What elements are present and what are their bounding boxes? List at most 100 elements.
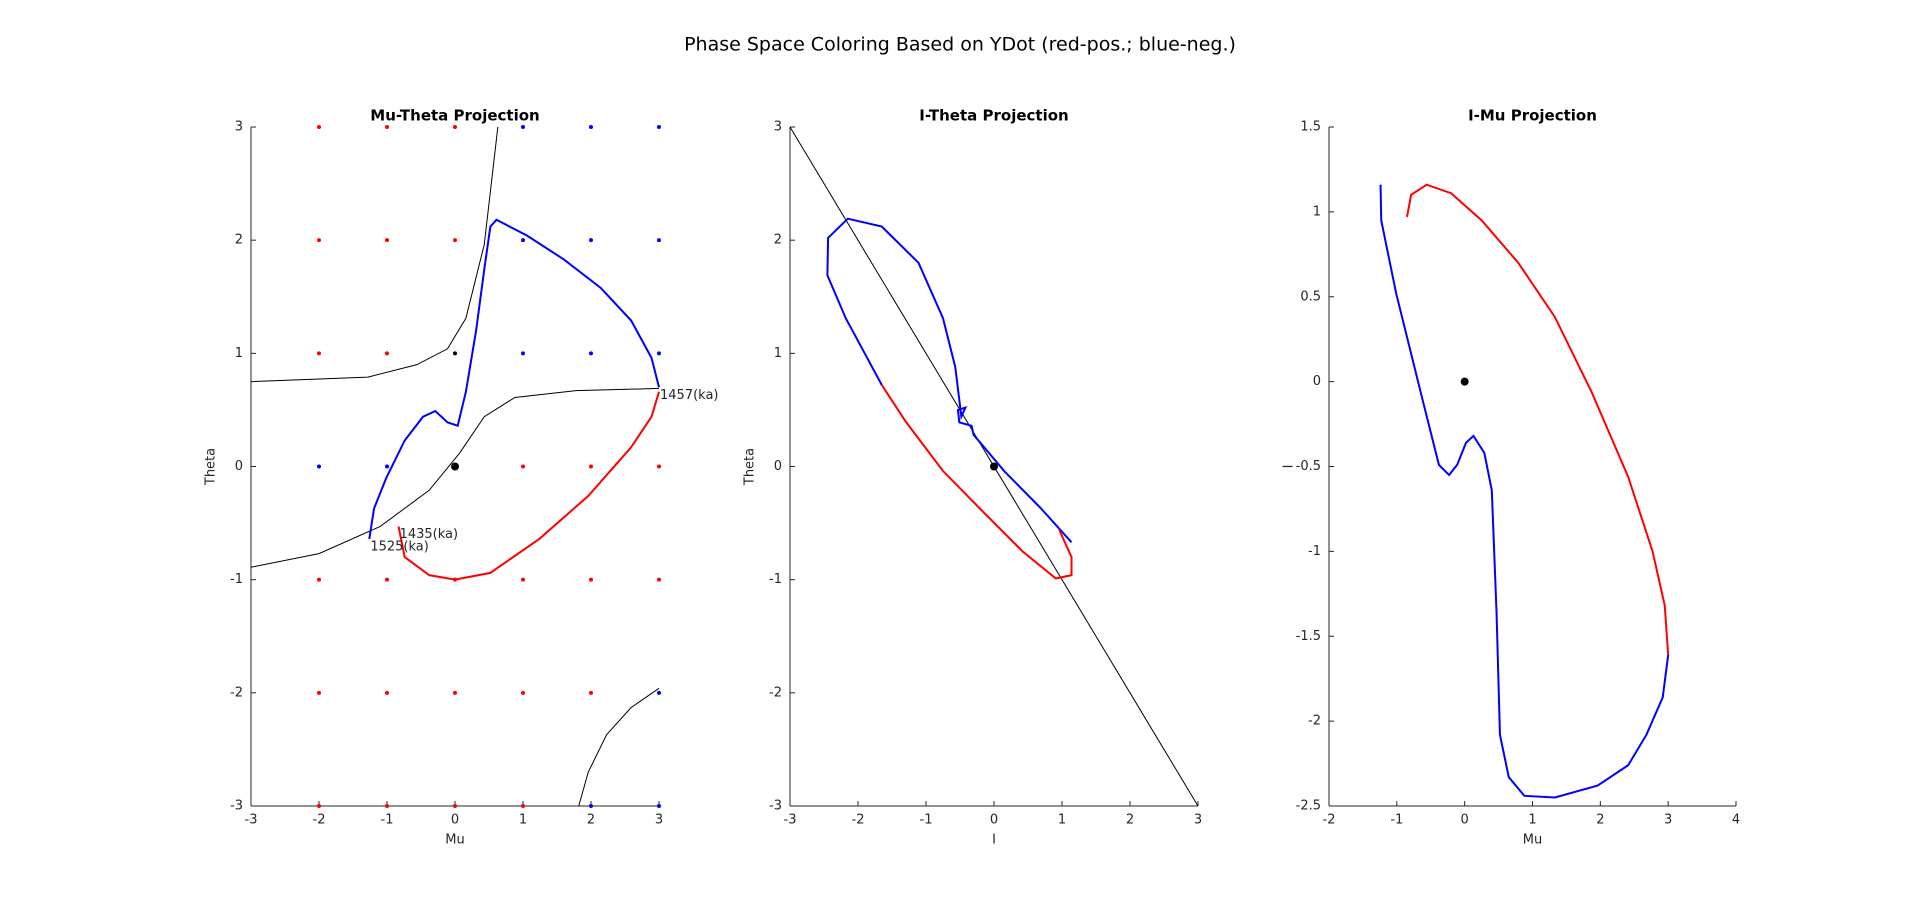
y-tick-label: 3 [774,120,782,135]
annotation: 1525(ka) [370,539,429,554]
grid-point [385,125,389,129]
grid-point [453,690,457,695]
x-tick-label: -2 [313,813,326,828]
x-tick-label: 3 [1194,813,1202,828]
grid-point [657,690,661,695]
y-tick-label: 3 [235,120,243,135]
x-tick-label: -2 [1323,813,1336,828]
equilibrium-point [451,462,459,471]
curve [368,218,660,540]
y-tick-label: 1.5 [1300,120,1321,135]
curve [1379,184,1670,799]
x-tick-label: -1 [1390,813,1403,828]
subplot-title: I-Theta Projection [919,107,1068,125]
grid-point [521,690,525,695]
x-axis-label: I [992,833,996,848]
x-tick-label: 1 [1058,813,1066,828]
x-tick-label: -3 [245,813,258,828]
grid-point [589,464,593,469]
grid-point [589,804,593,808]
y-tick-label: -1 [1308,544,1321,559]
y-tick-label: -2.5 [1296,799,1321,814]
x-tick-label: 2 [1126,813,1134,828]
y-tick-label: -3 [230,799,243,814]
x-tick-label: 3 [1664,813,1672,828]
y-tick-label: 0.5 [1300,289,1321,304]
equilibrium-point [990,462,998,471]
grid-point [317,804,321,808]
subplot-title: Mu-Theta Projection [370,107,539,125]
x-tick-label: 4 [1732,813,1740,828]
subplot: I-Theta Projection I Theta -3 -2 -1 0 1 2 3 -3 -2 -1… [743,107,1203,848]
x-tick-label: 2 [1596,813,1604,828]
x-tick-label: 3 [655,813,663,828]
grid-point [317,577,321,582]
curve [250,126,499,383]
y-tick-label: 1 [1313,204,1321,219]
y-tick-label: -2 [1308,714,1321,729]
curve [578,687,660,807]
y-tick-label: -1.5 [1296,629,1321,644]
x-axis-label: Mu [445,833,464,848]
grid-point [521,804,525,808]
annotation: 1457(ka) [660,388,719,403]
y-tick-label: 0 [774,459,782,474]
y-tick-label: -2 [769,685,782,700]
grid-point [453,238,457,243]
x-tick-label: -1 [920,813,933,828]
curve [880,384,1073,580]
grid-point [521,125,525,129]
curve [826,217,1073,543]
figure-title: Phase Space Coloring Based on YDot (red-… [684,34,1236,56]
grid-point [317,690,321,695]
grid-point [657,238,661,243]
grid-point [385,351,389,356]
grid-point [385,464,389,469]
grid-point [589,125,593,129]
y-tick-label: 1 [774,346,782,361]
grid-point [521,238,525,243]
grid-point [589,351,593,356]
grid-point [385,690,389,695]
subplot-title: I-Mu Projection [1468,107,1597,125]
annotation: 1435(ka) [400,527,459,542]
grid-point [589,577,593,582]
x-tick-label: -2 [852,813,865,828]
y-tick-label: -1 [230,572,243,587]
x-tick-label: 0 [990,813,998,828]
x-tick-label: 0 [451,813,459,828]
grid-point [657,577,661,582]
grid-point [317,464,321,469]
grid-point [521,351,525,356]
grid-point [589,238,593,243]
y-tick-label: -2 [230,685,243,700]
grid-point [453,351,457,356]
equilibrium-point [1460,377,1469,386]
curve [1406,183,1670,655]
y-tick-label: 2 [774,233,782,248]
x-tick-label: -1 [381,813,394,828]
grid-point [317,125,321,129]
y-axis-label: I [1282,465,1297,469]
x-tick-label: 1 [1528,813,1536,828]
grid-point [317,238,321,243]
grid-point [317,351,321,356]
x-tick-label: 0 [1461,813,1469,828]
grid-point [657,804,661,808]
grid-point [521,464,525,469]
y-tick-label: -0.5 [1296,459,1321,474]
subplot: Mu-Theta Projection Mu Theta -3 -2 -1 0 1 2 3 -3 -2… [204,107,719,848]
x-axis-label: Mu [1523,833,1542,848]
y-tick-label: -3 [769,799,782,814]
y-axis-label: Theta [743,448,758,486]
grid-point [657,125,661,129]
x-tick-label: -3 [784,813,797,828]
grid-point [385,238,389,243]
y-tick-label: 0 [1313,374,1321,389]
curve [397,391,660,581]
grid-point [589,690,593,695]
grid-point [657,464,661,469]
x-tick-label: 2 [587,813,595,828]
